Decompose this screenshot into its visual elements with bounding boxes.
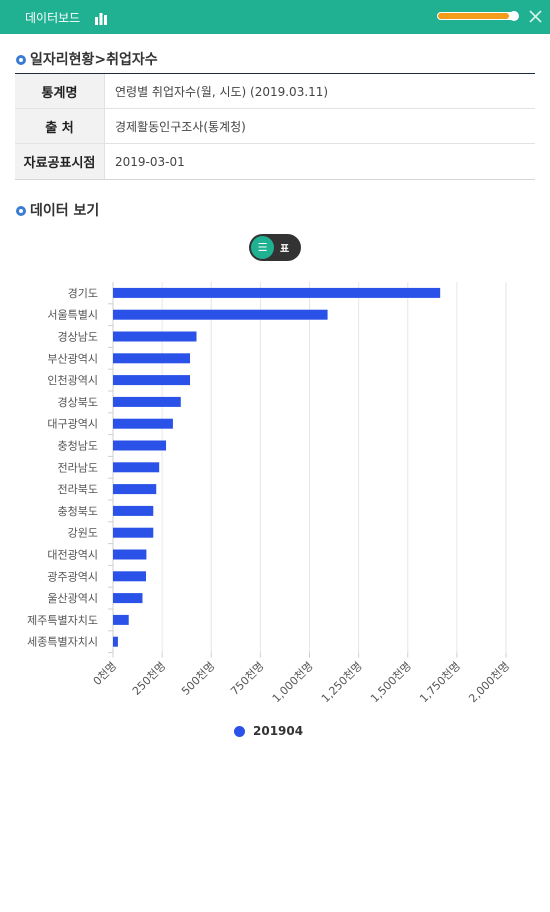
x-tick-label: 2,000천명 (466, 659, 512, 705)
bar (113, 571, 147, 582)
info-row: 통계명 연령별 취업자수(월, 시도) (2019.03.11) (15, 74, 535, 109)
info-value: 연령별 취업자수(월, 시도) (2019.03.11) (115, 84, 329, 99)
category-label: 광주광역시 (47, 570, 98, 583)
category-label: 충청남도 (58, 440, 98, 453)
bar (113, 396, 181, 407)
bar (113, 484, 157, 495)
chart-legend[interactable]: 201904 (234, 724, 303, 738)
x-tick-label: 500천명 (178, 659, 217, 698)
bar (113, 331, 197, 342)
category-label: 대전광역시 (47, 549, 98, 562)
section-title-text: 데이터 보기 (30, 203, 100, 219)
info-table: 통계명 연령별 취업자수(월, 시도) (2019.03.11) 출 처 경제활… (15, 73, 535, 180)
category-label: 전라북도 (58, 483, 98, 496)
x-tick-label: 1,750천명 (417, 659, 463, 705)
category-label: 울산광역시 (47, 592, 98, 605)
category-label: 경기도 (68, 287, 98, 300)
section-title-data-view: 데이터 보기 (16, 200, 99, 220)
category-label: 경상북도 (58, 396, 98, 409)
bar-chart-icon[interactable] (94, 11, 108, 25)
info-label: 통계명 (15, 74, 105, 108)
bar (113, 593, 143, 604)
bullet-icon (16, 55, 26, 65)
view-toggle[interactable]: ☰ 표 (249, 234, 301, 261)
close-icon[interactable] (528, 9, 543, 24)
top-bar: 데이터보드 (0, 0, 550, 34)
category-label: 강원도 (68, 527, 98, 540)
x-tick-label: 0천명 (90, 659, 119, 688)
info-value: 경제활동인구조사(통계청) (115, 119, 246, 134)
x-tick-label: 1,000천명 (269, 659, 315, 705)
bar (113, 527, 154, 538)
info-value: 2019-03-01 (115, 154, 185, 169)
bar (113, 614, 129, 625)
section-title-text: 일자리현황>취업자수 (30, 52, 158, 68)
info-row: 출 처 경제활동인구조사(통계청) (15, 109, 535, 144)
category-label: 세종특별자치시 (27, 636, 98, 649)
info-row: 자료공표시점 2019-03-01 (15, 144, 535, 179)
legend-marker (234, 725, 245, 737)
category-label: 부산광역시 (47, 352, 98, 365)
table-toggle-label[interactable]: 표 (280, 244, 290, 255)
progress-bar[interactable] (437, 12, 515, 20)
progress-knob[interactable] (509, 11, 519, 21)
category-label: 인천광역시 (47, 373, 98, 387)
bar (113, 462, 160, 473)
x-tick-label: 1,500천명 (367, 659, 413, 705)
category-label: 서울특별시 (47, 309, 98, 322)
bar (113, 505, 154, 516)
category-label: 제주특별자치도 (27, 614, 98, 627)
bar (113, 375, 191, 386)
x-tick-label: 250천명 (129, 659, 168, 698)
progress-fill (438, 13, 510, 19)
bar (113, 287, 441, 298)
bar (113, 440, 167, 451)
x-tick-label: 1,250천명 (318, 659, 364, 705)
app-title: 데이터보드 (25, 11, 81, 25)
info-label: 자료공표시점 (15, 144, 105, 179)
list-icon[interactable]: ☰ (251, 236, 274, 259)
section-title-employment: 일자리현황>취업자수 (16, 49, 158, 69)
category-label: 전라남도 (58, 461, 98, 474)
bar (113, 636, 118, 647)
bar (113, 353, 191, 364)
bar (113, 418, 173, 429)
category-label: 대구광역시 (47, 418, 98, 431)
bar (113, 549, 147, 560)
category-label: 충청북도 (58, 505, 98, 518)
legend-label: 201904 (253, 724, 304, 738)
bullet-icon (16, 206, 26, 216)
bar (113, 309, 328, 320)
category-label: 경상남도 (58, 331, 98, 344)
bar-chart: 0천명 250천명 500천명 750천명 1,000천명 1,250천명 1,500천명 1… (27, 282, 512, 705)
info-label: 출 처 (15, 109, 105, 143)
x-tick-label: 750천명 (227, 659, 266, 698)
